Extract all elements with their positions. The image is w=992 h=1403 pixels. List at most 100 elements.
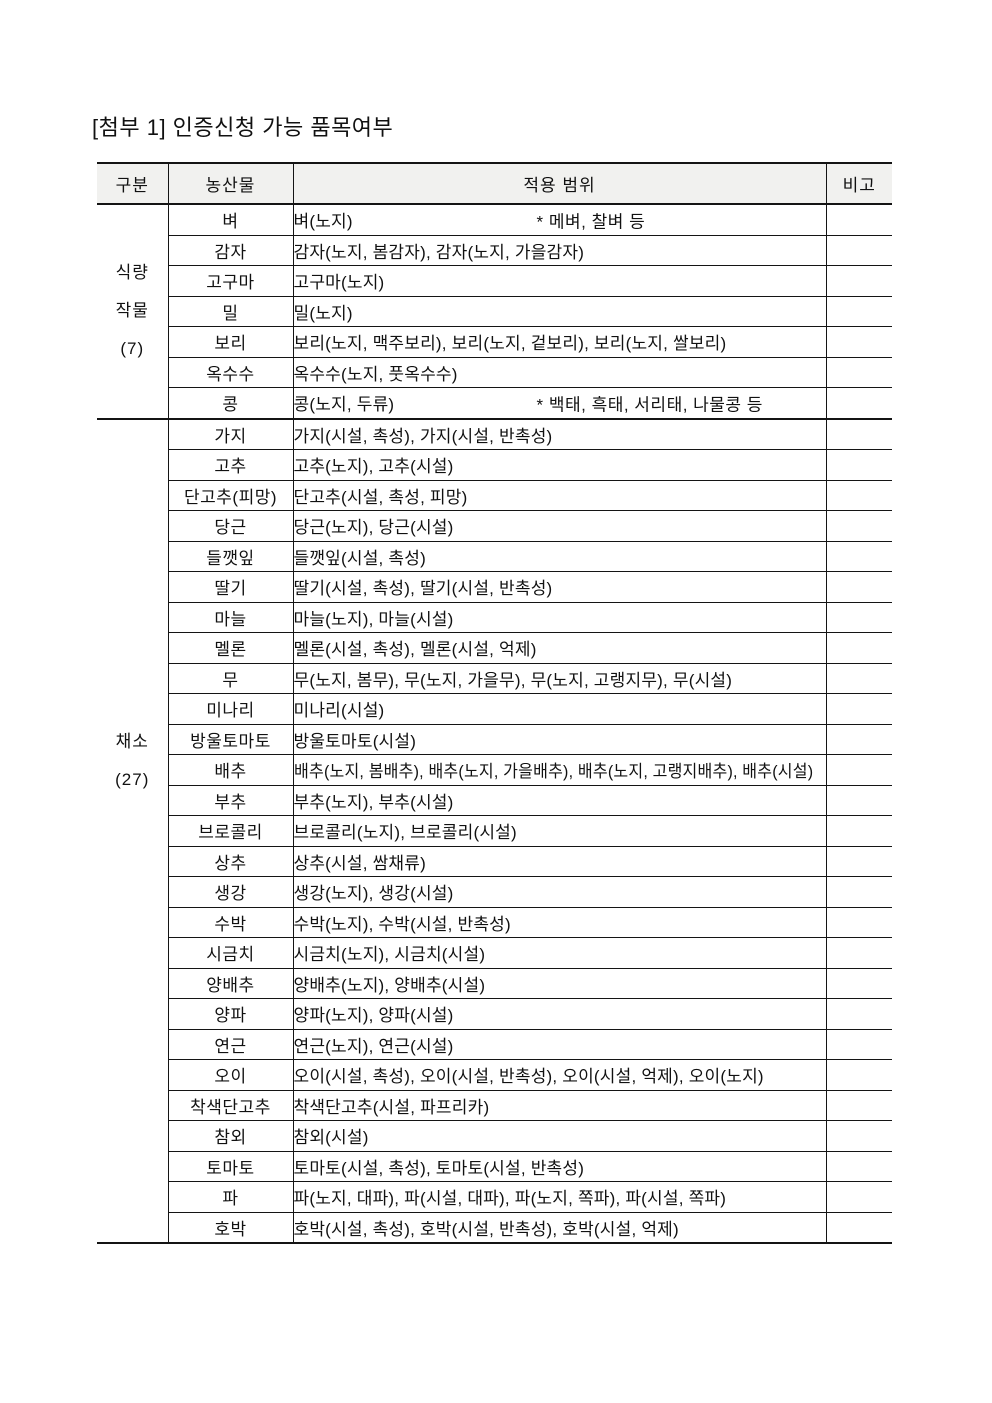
product-cell: 무 [167,663,294,694]
scope-cell: 감자(노지, 봄감자), 감자(노지, 가을감자) [293,235,827,266]
table-row: 생강 생강(노지), 생강(시설) [97,876,892,908]
table-row: 연근 연근(노지), 연근(시설) [97,1029,892,1060]
product-cell: 참외 [167,1120,294,1152]
scope-note: * 메벼, 찰벼 등 [536,212,646,232]
remark-cell [826,724,892,755]
scope-text: 오이(시설, 촉성), 오이(시설, 반촉성), 오이(시설, 억제), 오이(… [293,1067,764,1087]
scope-text: 파(노지, 대파), 파(시설, 대파), 파(노지, 쪽파), 파(시설, 쪽… [293,1189,727,1209]
remark-cell [826,998,892,1030]
scope-cell: 마늘(노지), 마늘(시설) [293,602,827,633]
product-cell: 토마토 [167,1151,294,1182]
scope-text: 가지(시설, 촉성), 가지(시설, 반촉성) [293,426,553,446]
remark-cell [826,326,892,358]
product-cell: 멜론 [167,632,294,664]
scope-text: 벼(노지) [293,212,353,232]
table-row: 참외 참외(시설) [97,1120,892,1152]
scope-text: 양배추(노지), 양배추(시설) [293,975,486,995]
scope-text: 단고추(시설, 촉성, 피망) [293,487,468,507]
scope-cell: 고구마(노지) [293,265,827,297]
scope-text: 배추(노지, 봄배추), 배추(노지, 가을배추), 배추(노지, 고랭지배추)… [293,762,813,782]
table-header: 구분 농산물 적용 범위 비고 [97,162,892,205]
product-cell: 파 [167,1181,294,1213]
table-row: 당근 당근(노지), 당근(시설) [97,510,892,542]
scope-text: 옥수수(노지, 풋옥수수) [293,364,458,384]
scope-cell: 벼(노지) * 메벼, 찰벼 등 [293,204,827,236]
scope-cell: 수박(노지), 수박(시설, 반촉성) [293,907,827,938]
table-row: 방울토마토 방울토마토(시설) [97,724,892,755]
scope-cell: 들깻잎(시설, 촉성) [293,541,827,572]
scope-text: 당근(노지), 당근(시설) [293,518,454,538]
scope-cell: 단고추(시설, 촉성, 피망) [293,480,827,511]
product-cell: 보리 [167,326,294,358]
remark-cell [826,663,892,694]
table-row: 무 무(노지, 봄무), 무(노지, 가을무), 무(노지, 고랭지무), 무(시… [97,663,892,694]
product-cell: 고추 [167,449,294,481]
table-row: 양배추 양배추(노지), 양배추(시설) [97,968,892,999]
category-label: 채소 (27) [115,731,150,789]
product-cell: 마늘 [167,602,294,633]
remark-cell [826,785,892,816]
remark-cell [826,235,892,266]
scope-text: 마늘(노지), 마늘(시설) [293,609,454,629]
product-cell: 콩 [167,387,294,420]
remark-cell [826,754,892,786]
scope-text: 방울토마토(시설) [293,731,417,751]
scope-text: 고추(노지), 고추(시설) [293,457,454,477]
scope-cell: 연근(노지), 연근(시설) [293,1029,827,1060]
scope-text: 토마토(시설, 촉성), 토마토(시설, 반촉성) [293,1158,585,1178]
product-cell: 가지 [167,418,294,450]
scope-text: 멜론(시설, 촉성), 멜론(시설, 억제) [293,640,537,660]
scope-text: 양파(노지), 양파(시설) [293,1006,454,1026]
product-cell: 연근 [167,1029,294,1060]
product-cell: 벼 [167,204,294,236]
table-row: 옥수수 옥수수(노지, 풋옥수수) [97,357,892,388]
column-header-category: 구분 [97,162,168,205]
remark-cell [826,602,892,633]
scope-text: 무(노지, 봄무), 무(노지, 가을무), 무(노지, 고랭지무), 무(시설… [293,670,733,690]
table-row: 콩 콩(노지, 두류) * 백태, 흑태, 서리태, 나물콩 등 [97,387,892,420]
product-cell: 양파 [167,998,294,1030]
remark-cell [826,1151,892,1182]
remark-cell [826,1090,892,1121]
category-cell: 식량 작물 (7) [97,204,169,420]
page-title: [첨부 1] 인증신청 가능 품목여부 [92,115,394,140]
scope-cell: 상추(시설, 쌈채류) [293,846,827,877]
scope-cell: 부추(노지), 부추(시설) [293,785,827,816]
scope-cell: 착색단고추(시설, 파프리카) [293,1090,827,1121]
scope-cell: 참외(시설) [293,1120,827,1152]
product-cell: 오이 [167,1059,294,1091]
scope-cell: 딸기(시설, 촉성), 딸기(시설, 반촉성) [293,571,827,603]
remark-cell [826,357,892,388]
scope-cell: 미나리(시설) [293,693,827,725]
remark-cell [826,387,892,420]
scope-cell: 보리(노지, 맥주보리), 보리(노지, 겉보리), 보리(노지, 쌀보리) [293,326,827,358]
table-row: 들깻잎 들깻잎(시설, 촉성) [97,541,892,572]
remark-cell [826,296,892,327]
table-row: 멜론 멜론(시설, 촉성), 멜론(시설, 억제) [97,632,892,664]
product-cell: 양배추 [167,968,294,999]
scope-cell: 배추(노지, 봄배추), 배추(노지, 가을배추), 배추(노지, 고랭지배추)… [293,754,827,786]
table-row: 밀 밀(노지) [97,296,892,327]
remark-cell [826,510,892,542]
product-cell: 미나리 [167,693,294,725]
product-cell: 호박 [167,1212,294,1244]
scope-note: * 백태, 흑태, 서리태, 나물콩 등 [536,395,763,415]
product-cell: 딸기 [167,571,294,603]
scope-cell: 가지(시설, 촉성), 가지(시설, 반촉성) [293,418,827,450]
scope-text: 콩(노지, 두류) [293,395,395,415]
remark-cell [826,632,892,664]
table-row: 양파 양파(노지), 양파(시설) [97,998,892,1030]
scope-text: 수박(노지), 수박(시설, 반촉성) [293,914,511,934]
table-row: 단고추(피망) 단고추(시설, 촉성, 피망) [97,480,892,511]
remark-cell [826,815,892,847]
product-cell: 수박 [167,907,294,938]
remark-cell [826,1059,892,1091]
scope-text: 밀(노지) [293,303,353,323]
table-row: 상추 상추(시설, 쌈채류) [97,846,892,877]
scope-text: 연근(노지), 연근(시설) [293,1036,454,1056]
product-cell: 당근 [167,510,294,542]
remark-cell [826,1029,892,1060]
column-header-scope: 적용 범위 [292,162,826,205]
